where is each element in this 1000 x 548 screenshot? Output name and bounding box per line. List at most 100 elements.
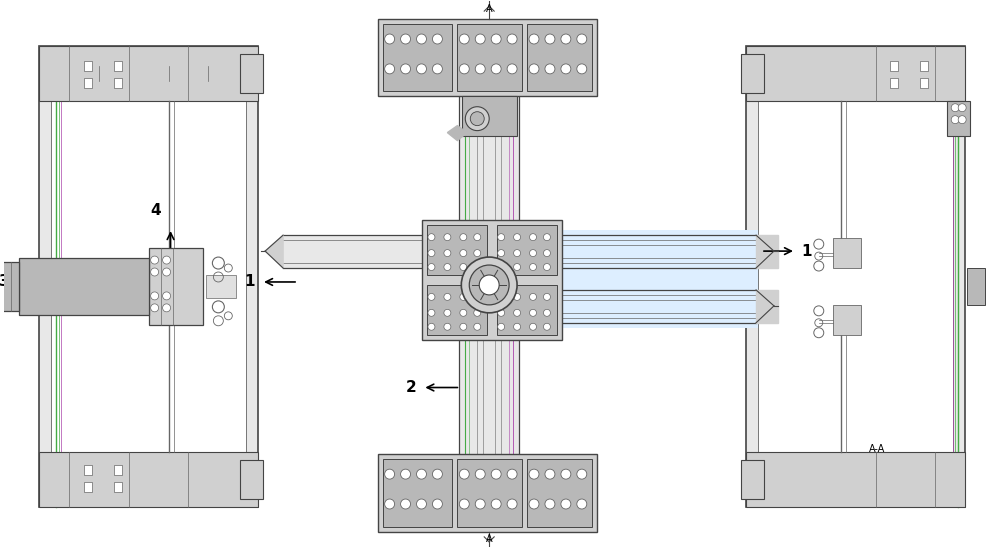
Bar	[427, 225, 487, 275]
Circle shape	[530, 293, 536, 300]
Bar	[84, 465, 92, 475]
Bar	[19, 258, 149, 315]
Circle shape	[545, 469, 555, 479]
Circle shape	[475, 64, 485, 74]
Circle shape	[474, 264, 481, 271]
Circle shape	[444, 323, 451, 330]
Circle shape	[385, 469, 395, 479]
Circle shape	[530, 264, 536, 271]
Bar	[947, 101, 970, 135]
Circle shape	[460, 264, 467, 271]
Text: 1: 1	[245, 275, 255, 289]
Bar	[84, 61, 92, 71]
Circle shape	[577, 64, 587, 74]
Circle shape	[163, 256, 171, 264]
Circle shape	[543, 293, 550, 300]
Polygon shape	[447, 125, 467, 141]
Bar	[746, 46, 965, 507]
Circle shape	[530, 233, 536, 241]
Circle shape	[491, 499, 501, 509]
Circle shape	[417, 64, 426, 74]
Text: 3: 3	[0, 275, 9, 289]
Circle shape	[460, 249, 467, 256]
Bar	[84, 78, 92, 88]
Circle shape	[151, 304, 159, 312]
Circle shape	[530, 249, 536, 256]
Text: 2: 2	[406, 380, 417, 395]
Circle shape	[545, 499, 555, 509]
Bar	[39, 46, 258, 507]
Bar	[462, 96, 517, 135]
Text: 4: 4	[150, 203, 161, 218]
Bar	[283, 235, 422, 268]
Circle shape	[460, 293, 467, 300]
Circle shape	[577, 34, 587, 44]
Circle shape	[958, 116, 966, 124]
Circle shape	[401, 469, 411, 479]
Circle shape	[561, 34, 571, 44]
Circle shape	[428, 323, 435, 330]
Bar	[457, 459, 522, 527]
Circle shape	[432, 499, 442, 509]
Circle shape	[417, 34, 426, 44]
Bar	[114, 482, 122, 492]
Circle shape	[514, 323, 521, 330]
Text: A-A: A-A	[869, 444, 886, 454]
Circle shape	[951, 104, 959, 112]
Circle shape	[561, 499, 571, 509]
Circle shape	[444, 264, 451, 271]
Circle shape	[151, 292, 159, 300]
Bar	[527, 24, 592, 91]
Bar	[457, 24, 522, 91]
Circle shape	[444, 293, 451, 300]
Bar	[114, 78, 122, 88]
Circle shape	[475, 34, 485, 44]
Bar	[741, 460, 764, 499]
Bar	[39, 452, 258, 507]
Circle shape	[465, 107, 489, 130]
Bar	[833, 238, 861, 268]
Text: A: A	[486, 534, 493, 544]
Circle shape	[577, 499, 587, 509]
Circle shape	[498, 249, 505, 256]
Circle shape	[545, 34, 555, 44]
Circle shape	[401, 64, 411, 74]
Circle shape	[498, 323, 505, 330]
Bar	[206, 275, 236, 298]
Circle shape	[444, 310, 451, 316]
Bar	[741, 54, 764, 93]
Circle shape	[432, 64, 442, 74]
Circle shape	[958, 104, 966, 112]
Circle shape	[428, 264, 435, 271]
Circle shape	[577, 469, 587, 479]
Bar	[746, 46, 965, 101]
Bar	[497, 285, 557, 335]
Bar	[84, 482, 92, 492]
Bar	[920, 61, 928, 71]
Circle shape	[417, 499, 426, 509]
Bar	[378, 19, 597, 96]
Bar	[378, 454, 597, 532]
Circle shape	[498, 264, 505, 271]
Circle shape	[529, 64, 539, 74]
Circle shape	[498, 233, 505, 241]
Circle shape	[444, 233, 451, 241]
Circle shape	[474, 323, 481, 330]
Circle shape	[507, 34, 517, 44]
Circle shape	[543, 264, 550, 271]
Text: A: A	[486, 4, 493, 14]
Bar	[422, 220, 562, 340]
Circle shape	[461, 257, 517, 313]
Bar	[890, 78, 898, 88]
Circle shape	[507, 499, 517, 509]
Text: 1: 1	[801, 244, 811, 259]
Circle shape	[507, 469, 517, 479]
Polygon shape	[756, 290, 778, 323]
Circle shape	[498, 310, 505, 316]
Bar	[527, 459, 592, 527]
Circle shape	[529, 499, 539, 509]
Circle shape	[163, 292, 171, 300]
Circle shape	[474, 293, 481, 300]
Bar	[758, 58, 953, 495]
Circle shape	[530, 310, 536, 316]
